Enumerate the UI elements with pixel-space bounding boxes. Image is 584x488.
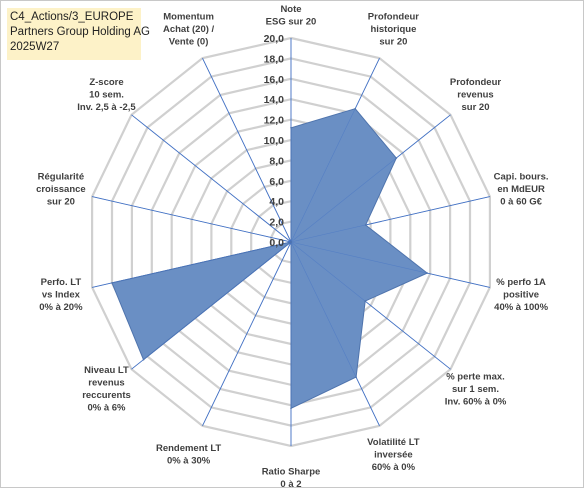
tick-label: 2,0 [269, 217, 284, 229]
axis-label: Volatilité LT inversée 60% à 0% [367, 437, 420, 473]
axis-label: Z-score 10 sem. Inv. 2,5 à -2,5 [77, 77, 136, 113]
axis-label: % perte max. sur 1 sem. Inv. 60% à 0% [445, 371, 507, 407]
axis-label: Ratio Sharpe 0 à 2 [262, 467, 321, 488]
data-point [290, 407, 292, 410]
axis-spoke-overlay [290, 114, 451, 243]
tick-label: 4,0 [269, 196, 284, 208]
axis-label: Capi. bours. en MdEUR 0 à 60 G€ [494, 172, 549, 208]
axis-spoke-overlay [290, 196, 490, 243]
tick-label: 0,0 [269, 237, 284, 249]
axis-spoke-overlay [131, 114, 292, 243]
data-series-area [111, 108, 429, 410]
tick-label: 12,0 [264, 115, 285, 127]
title-line-1: C4_Actions/3_EUROPE [10, 11, 134, 23]
tick-label: 10,0 [264, 135, 285, 147]
tick-label: 16,0 [264, 74, 285, 86]
axis-spoke-overlay [202, 241, 292, 426]
data-point [395, 157, 398, 159]
axis-label: Momentum Achat (20) / Vente (0) [163, 12, 215, 48]
axis-label: Profondeur revenus sur 20 [450, 77, 501, 113]
axis-label: Régularité croissance sur 20 [36, 172, 86, 208]
data-point [142, 358, 145, 361]
data-point [354, 107, 357, 110]
chart-title-box: C4_Actions/3_EUROPE Partners Group Holdi… [7, 8, 150, 60]
axis-spoke-overlay [202, 58, 292, 243]
axis-spoke-overlay [92, 196, 292, 243]
tick-label: 18,0 [264, 53, 285, 65]
tick-label: 20,0 [264, 33, 285, 45]
axis-label: Niveau LT revenus reccurents 0% à 6% [82, 365, 131, 414]
axis-spoke-overlay [290, 58, 380, 243]
axis-spoke-overlay [290, 241, 451, 370]
data-point [364, 300, 367, 302]
tick-label: 8,0 [269, 155, 284, 167]
tick-label: 6,0 [269, 176, 284, 188]
data-point [290, 127, 292, 129]
title-line-2: Partners Group Holding AG [10, 26, 150, 38]
title-line-3: 2025W27 [10, 41, 60, 53]
axis-spoke-overlay [131, 241, 292, 370]
data-point [355, 376, 357, 378]
axis-spoke-overlay [290, 241, 380, 426]
axis-label: Note ESG sur 20 [266, 4, 317, 28]
axis-label: Perfo. LT vs Index 0% à 20% [39, 277, 83, 313]
axis-label: Rendement LT 0% à 30% [156, 443, 221, 467]
data-point [111, 282, 113, 284]
axis-label: % perfo 1A positive 40% à 100% [494, 277, 548, 313]
axis-spoke-overlay [92, 241, 292, 288]
data-point [364, 224, 367, 226]
axis-spoke-overlay [290, 241, 490, 288]
axis-label: Profondeur historique sur 20 [368, 12, 419, 48]
tick-label: 14,0 [264, 94, 285, 106]
data-point [290, 241, 292, 243]
data-point [426, 272, 429, 274]
